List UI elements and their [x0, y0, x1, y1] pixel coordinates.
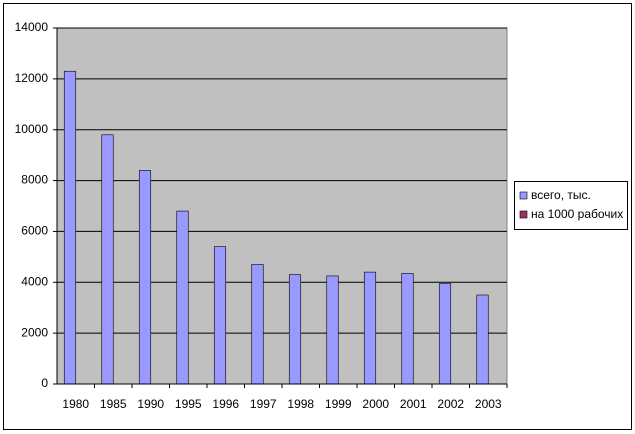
y-tick-label: 4000 [21, 274, 48, 288]
y-tick-label: 12000 [15, 71, 49, 85]
x-tick-label: 1985 [100, 397, 127, 411]
legend-label: всего, тыс. [531, 188, 591, 202]
y-tick-label: 8000 [21, 173, 48, 187]
legend [514, 181, 628, 230]
bar [401, 273, 414, 385]
legend-swatch [519, 191, 528, 200]
x-tick-label: 1995 [175, 397, 202, 411]
x-tick-label: 2001 [400, 397, 427, 411]
x-tick-label: 1999 [325, 397, 352, 411]
bar [251, 264, 264, 385]
x-tick-label: 2002 [437, 397, 464, 411]
x-tick-label: 2003 [475, 397, 502, 411]
y-tick-label: 2000 [21, 325, 48, 339]
x-tick-label: 1996 [212, 397, 239, 411]
x-tick-label: 1997 [250, 397, 277, 411]
y-tick-label: 14000 [15, 20, 49, 34]
y-tick-label: 0 [41, 376, 48, 390]
x-tick-label: 1980 [62, 397, 89, 411]
y-tick-label: 6000 [21, 224, 48, 238]
plot-area [56, 27, 508, 385]
bar [176, 210, 189, 385]
bar [438, 283, 452, 385]
bars [63, 70, 489, 385]
x-tick-label: 1990 [137, 397, 164, 411]
bar [476, 294, 489, 385]
y-tick-label: 10000 [15, 122, 49, 136]
bar [213, 246, 227, 385]
bar [288, 274, 302, 385]
bar [363, 271, 377, 385]
bar [138, 170, 152, 385]
bar [101, 134, 114, 385]
x-tick-label: 2000 [362, 397, 389, 411]
legend-entries: всего, тыс. на 1000 рабочих [519, 188, 623, 221]
bar [326, 275, 339, 385]
bar [63, 70, 77, 385]
legend-swatch [519, 210, 528, 219]
x-tick-label: 1998 [287, 397, 314, 411]
legend-label: на 1000 рабочих [531, 207, 623, 221]
